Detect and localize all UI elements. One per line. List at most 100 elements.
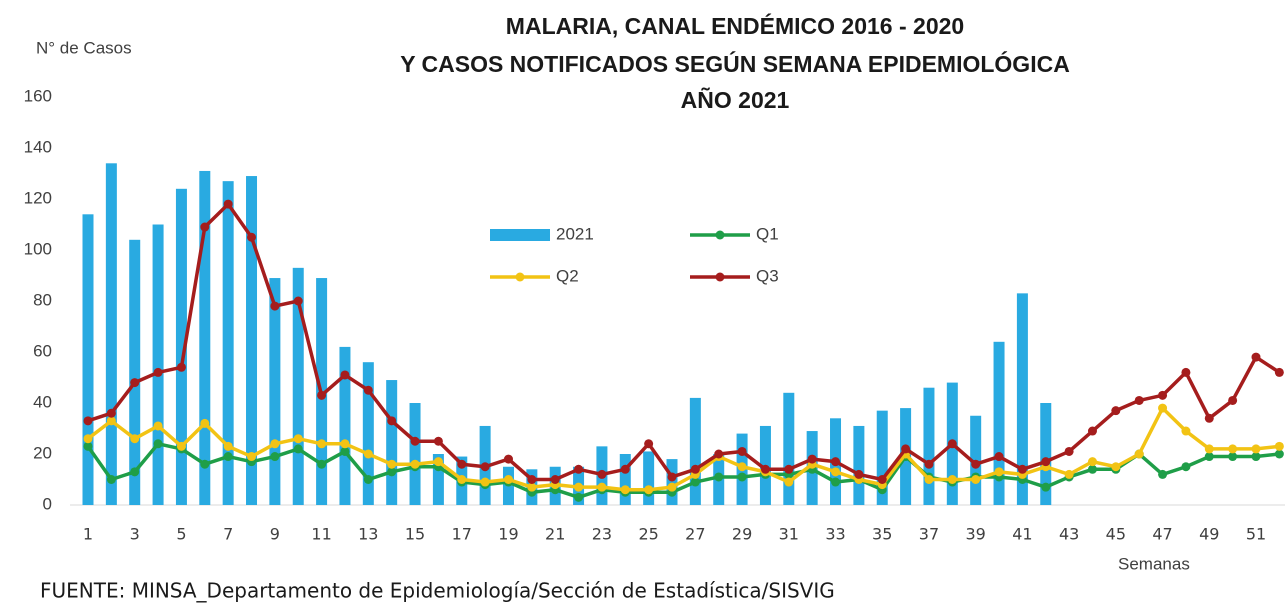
marker bbox=[1228, 452, 1238, 462]
bar bbox=[876, 410, 888, 505]
marker bbox=[247, 452, 257, 462]
legend-label: 2021 bbox=[556, 224, 594, 243]
marker bbox=[574, 482, 584, 492]
marker bbox=[574, 492, 584, 502]
marker bbox=[130, 378, 140, 388]
marker bbox=[223, 441, 233, 451]
marker bbox=[176, 441, 186, 451]
y-tick-label: 80 bbox=[33, 290, 52, 309]
bar bbox=[643, 451, 655, 505]
marker bbox=[1064, 446, 1074, 456]
marker bbox=[1251, 452, 1261, 462]
marker bbox=[1274, 441, 1284, 451]
x-tick-label: 43 bbox=[1059, 525, 1079, 544]
x-tick-label: 17 bbox=[452, 525, 472, 544]
y-tick-label: 120 bbox=[24, 188, 52, 207]
y-tick-label: 160 bbox=[24, 86, 52, 105]
marker bbox=[690, 477, 700, 487]
marker bbox=[620, 485, 630, 495]
marker bbox=[854, 469, 864, 479]
marker bbox=[1111, 406, 1121, 416]
x-tick-label: 33 bbox=[825, 525, 845, 544]
marker bbox=[1158, 390, 1168, 400]
x-tick-label: 5 bbox=[176, 525, 186, 544]
marker bbox=[1204, 452, 1214, 462]
marker bbox=[223, 199, 233, 209]
marker bbox=[737, 462, 747, 472]
marker bbox=[503, 454, 513, 464]
bar bbox=[386, 380, 398, 505]
marker bbox=[527, 475, 537, 484]
marker bbox=[270, 439, 280, 449]
marker bbox=[1181, 426, 1191, 436]
bar bbox=[923, 387, 935, 505]
marker bbox=[83, 416, 93, 426]
x-tick-label: 31 bbox=[779, 525, 799, 544]
marker bbox=[597, 482, 607, 492]
bar bbox=[689, 397, 701, 505]
bar bbox=[432, 454, 444, 505]
bar bbox=[339, 346, 351, 505]
x-tick-label: 25 bbox=[638, 525, 658, 544]
x-axis-label: Semanas bbox=[1118, 554, 1190, 573]
bar bbox=[129, 239, 141, 506]
marker bbox=[363, 475, 373, 484]
marker bbox=[153, 439, 163, 449]
bar bbox=[783, 392, 795, 505]
y-tick-label: 20 bbox=[33, 443, 52, 462]
marker bbox=[317, 459, 327, 469]
x-tick-label: 37 bbox=[919, 525, 939, 544]
legend-label: Q3 bbox=[756, 266, 779, 285]
marker bbox=[387, 459, 397, 469]
legend-swatch bbox=[490, 229, 550, 241]
marker bbox=[1204, 444, 1214, 454]
bar bbox=[666, 459, 678, 505]
x-tick-label: 11 bbox=[311, 525, 331, 544]
marker bbox=[550, 475, 560, 484]
x-tick-label: 13 bbox=[358, 525, 378, 544]
marker bbox=[363, 385, 373, 395]
bar bbox=[82, 214, 94, 506]
bar bbox=[1016, 293, 1028, 505]
marker bbox=[340, 370, 350, 380]
bar bbox=[152, 224, 164, 505]
marker bbox=[784, 464, 794, 474]
x-tick-label: 47 bbox=[1152, 525, 1172, 544]
marker bbox=[1134, 395, 1144, 405]
marker bbox=[947, 439, 957, 449]
marker bbox=[831, 457, 841, 467]
marker bbox=[1158, 469, 1168, 479]
marker bbox=[83, 434, 93, 444]
legend-swatch bbox=[515, 272, 525, 282]
bar bbox=[993, 341, 1005, 505]
marker bbox=[1251, 444, 1261, 454]
marker bbox=[971, 459, 981, 469]
marker bbox=[831, 477, 841, 487]
bar bbox=[292, 267, 304, 505]
marker bbox=[737, 446, 747, 456]
marker bbox=[200, 459, 210, 469]
marker bbox=[527, 482, 537, 492]
marker bbox=[597, 469, 607, 479]
marker bbox=[363, 449, 373, 459]
marker bbox=[106, 416, 116, 426]
x-tick-label: 49 bbox=[1199, 525, 1219, 544]
marker bbox=[644, 439, 654, 449]
marker bbox=[1041, 457, 1051, 467]
marker bbox=[1274, 367, 1284, 377]
marker bbox=[831, 467, 841, 477]
marker bbox=[433, 457, 443, 467]
source: FUENTE: MINSA_Departamento de Epidemiolo… bbox=[40, 579, 835, 603]
x-tick-label: 21 bbox=[545, 525, 565, 544]
line bbox=[86, 442, 1280, 500]
marker bbox=[644, 485, 654, 495]
legend-label: Q1 bbox=[756, 224, 779, 243]
marker bbox=[1134, 449, 1144, 459]
marker bbox=[433, 436, 443, 446]
marker bbox=[223, 452, 233, 462]
marker bbox=[737, 472, 747, 482]
marker bbox=[714, 449, 724, 459]
marker bbox=[387, 416, 397, 426]
chart-title: AÑO 2021 bbox=[681, 86, 790, 113]
